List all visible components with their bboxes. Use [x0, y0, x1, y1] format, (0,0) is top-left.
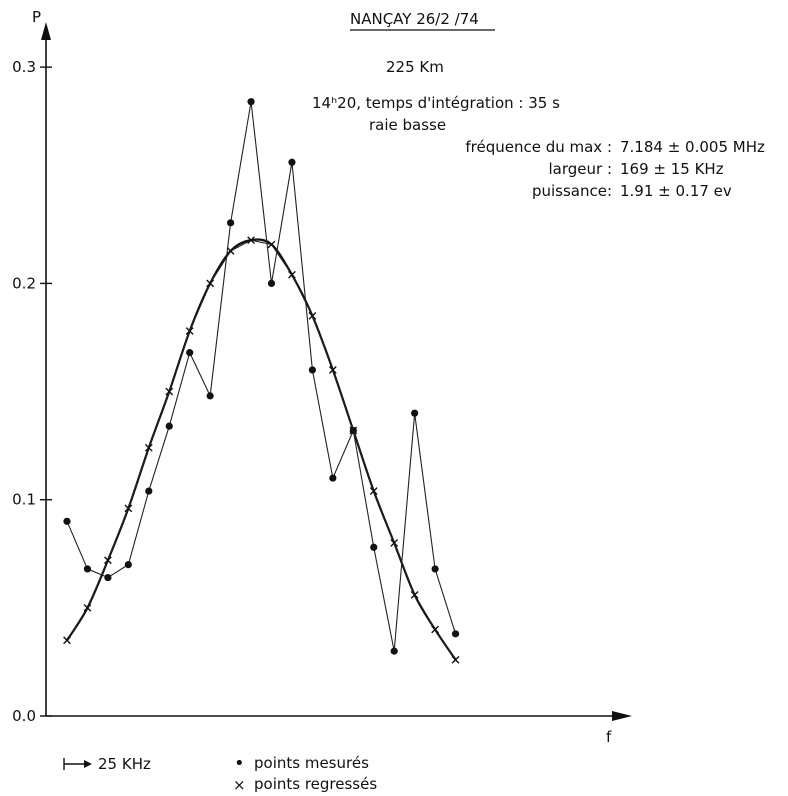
scale-arrow-icon	[84, 760, 92, 768]
measured-point	[308, 366, 316, 374]
param-value: 169 ± 15 KHz	[620, 160, 724, 178]
measured-point	[165, 422, 173, 430]
y-axis-arrow-icon	[41, 22, 51, 40]
x-axis-label: f	[606, 728, 612, 746]
measured-point	[288, 158, 296, 166]
fitted-curve	[66, 238, 457, 661]
measured-series-line	[66, 101, 457, 652]
scale-bar	[63, 758, 92, 770]
param-value: 1.91 ± 0.17 ev	[620, 182, 732, 200]
measured-point	[206, 392, 214, 400]
measured-point	[227, 219, 235, 227]
param-label: fréquence du max :	[465, 138, 612, 156]
y-tick-label: 0.3	[12, 58, 36, 76]
legend-symbol-measured: •	[234, 753, 245, 774]
regressed-point	[431, 625, 439, 634]
regressed-point	[267, 240, 276, 249]
measured-point	[370, 543, 378, 551]
y-axis-label: P	[32, 8, 41, 26]
regressed-point	[369, 487, 378, 495]
regressed-point	[104, 556, 112, 565]
measured-point	[390, 647, 398, 655]
chart-title: NANÇAY 26/2 /74	[350, 10, 479, 28]
regressed-point	[328, 366, 337, 374]
measured-point	[145, 487, 153, 495]
regressed-point	[124, 504, 133, 513]
y-tick-label: 0.2	[12, 274, 36, 292]
regressed-point	[206, 279, 215, 288]
y-ticks: 0.0 0.1 0.2 0.3	[12, 58, 52, 725]
measured-point	[104, 573, 112, 582]
measured-point	[451, 630, 460, 638]
regressed-point	[144, 443, 153, 452]
regressed-point	[185, 327, 194, 335]
measured-point	[186, 349, 194, 357]
regressed-point	[226, 247, 235, 255]
y-tick-label: 0.1	[12, 491, 36, 509]
regressed-point	[83, 603, 92, 612]
legend-label-regressed: points regressés	[254, 775, 377, 793]
measured-point	[431, 565, 439, 573]
measured-point	[247, 98, 255, 106]
regressed-point	[288, 270, 296, 279]
param-label: puissance:	[532, 182, 612, 200]
altitude-label: 225 Km	[386, 58, 444, 76]
regressed-point	[308, 311, 317, 320]
x-axis-arrow-icon	[612, 711, 632, 721]
time-info: 14ʰ20, temps d'intégration : 35 s	[312, 94, 560, 112]
regressed-series-line	[66, 239, 457, 661]
y-tick-label: 0.0	[12, 707, 36, 725]
regressed-point	[63, 636, 71, 645]
regressed-point	[390, 539, 399, 547]
measured-point	[63, 517, 71, 525]
regressed-point	[451, 655, 460, 664]
measured-point	[329, 474, 337, 482]
measured-point	[83, 565, 92, 573]
regressed-point	[247, 236, 255, 245]
legend-label-measured: points mesurés	[254, 754, 369, 772]
fitted-curve-layer	[66, 238, 457, 661]
regressed-point	[349, 426, 358, 435]
series-layer	[63, 98, 460, 664]
measured-point	[411, 409, 419, 417]
regressed-point	[165, 387, 174, 396]
regressed-point	[410, 590, 419, 599]
measured-point	[267, 279, 276, 287]
param-value: 7.184 ± 0.005 MHz	[620, 138, 765, 156]
param-label: largeur :	[548, 160, 612, 178]
legend-symbol-regressed: ×	[233, 776, 246, 794]
line-name: raie basse	[369, 116, 446, 134]
scale-label: 25 KHz	[98, 755, 151, 773]
measured-point	[124, 560, 132, 569]
